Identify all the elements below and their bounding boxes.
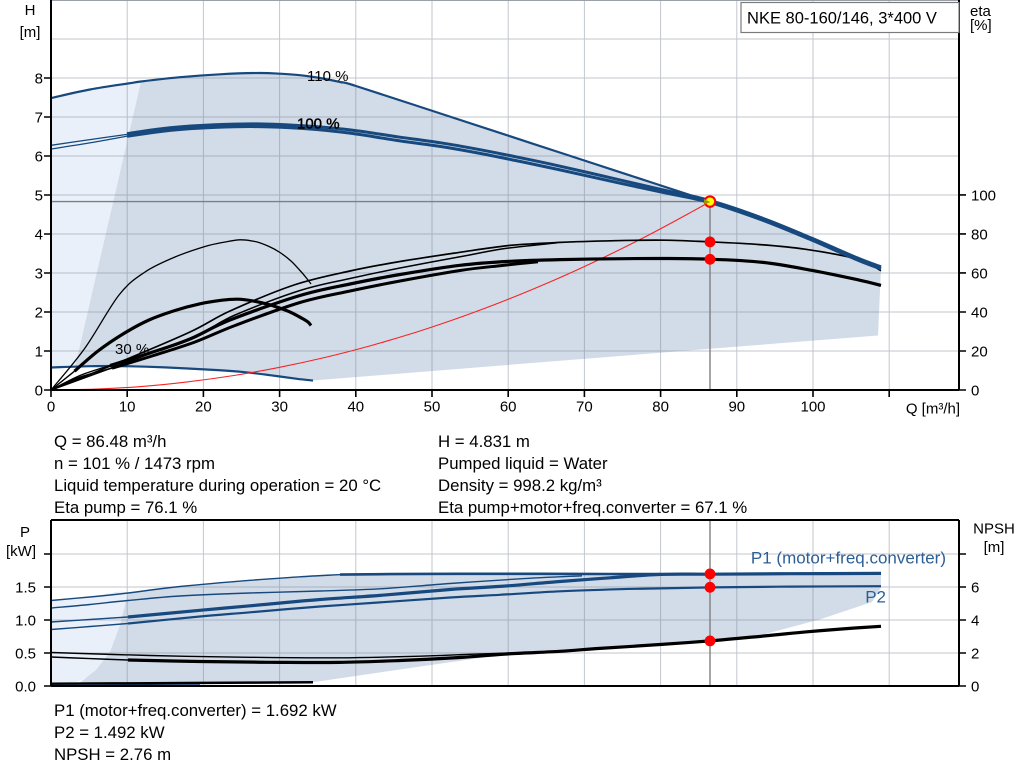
svg-text:4: 4 (35, 227, 43, 244)
svg-text:0: 0 (35, 383, 43, 400)
svg-text:20: 20 (195, 399, 212, 416)
svg-text:90: 90 (728, 399, 745, 416)
svg-text:P2: P2 (865, 588, 886, 607)
svg-text:10: 10 (119, 399, 136, 416)
svg-text:0: 0 (47, 399, 55, 416)
svg-text:3: 3 (35, 266, 43, 283)
svg-text:6: 6 (35, 149, 43, 166)
svg-text:0: 0 (971, 679, 979, 696)
svg-text:80: 80 (652, 399, 669, 416)
svg-text:60: 60 (971, 265, 988, 282)
svg-text:H: H (25, 2, 36, 19)
svg-text:Q [m³/h]: Q [m³/h] (906, 401, 960, 418)
svg-text:40: 40 (971, 304, 988, 321)
svg-text:8: 8 (35, 71, 43, 88)
svg-text:[%]: [%] (970, 17, 992, 34)
svg-text:30: 30 (271, 399, 288, 416)
svg-text:P: P (20, 524, 30, 541)
svg-text:7: 7 (35, 110, 43, 127)
svg-text:1: 1 (35, 344, 43, 361)
svg-text:[kW]: [kW] (6, 543, 36, 560)
svg-text:[m]: [m] (20, 24, 41, 41)
svg-text:eta: eta (970, 3, 992, 20)
svg-text:5: 5 (35, 188, 43, 205)
svg-text:0.0: 0.0 (15, 679, 36, 696)
svg-text:6: 6 (971, 580, 979, 597)
svg-text:50: 50 (424, 399, 441, 416)
svg-text:60: 60 (500, 399, 517, 416)
svg-text:110 %: 110 % (307, 68, 348, 85)
svg-text:0: 0 (971, 383, 979, 400)
svg-text:1.0: 1.0 (15, 613, 36, 630)
svg-text:20: 20 (971, 343, 988, 360)
svg-text:100: 100 (800, 399, 825, 416)
svg-text:[m]: [m] (984, 539, 1005, 556)
svg-text:80: 80 (971, 226, 988, 243)
svg-text:1.5: 1.5 (15, 580, 36, 597)
svg-text:0.5: 0.5 (15, 646, 36, 663)
svg-text:2: 2 (35, 305, 43, 322)
svg-text:100: 100 (971, 187, 996, 204)
svg-text:40: 40 (347, 399, 364, 416)
svg-text:2: 2 (971, 646, 979, 663)
svg-text:NKE 80-160/146, 3*400 V: NKE 80-160/146, 3*400 V (747, 10, 937, 28)
svg-text:70: 70 (576, 399, 593, 416)
svg-text:P1 (motor+freq.converter): P1 (motor+freq.converter) (751, 549, 946, 568)
svg-text:NPSH: NPSH (973, 521, 1015, 538)
svg-text:4: 4 (971, 613, 979, 630)
svg-text:100 %: 100 % (297, 115, 340, 132)
